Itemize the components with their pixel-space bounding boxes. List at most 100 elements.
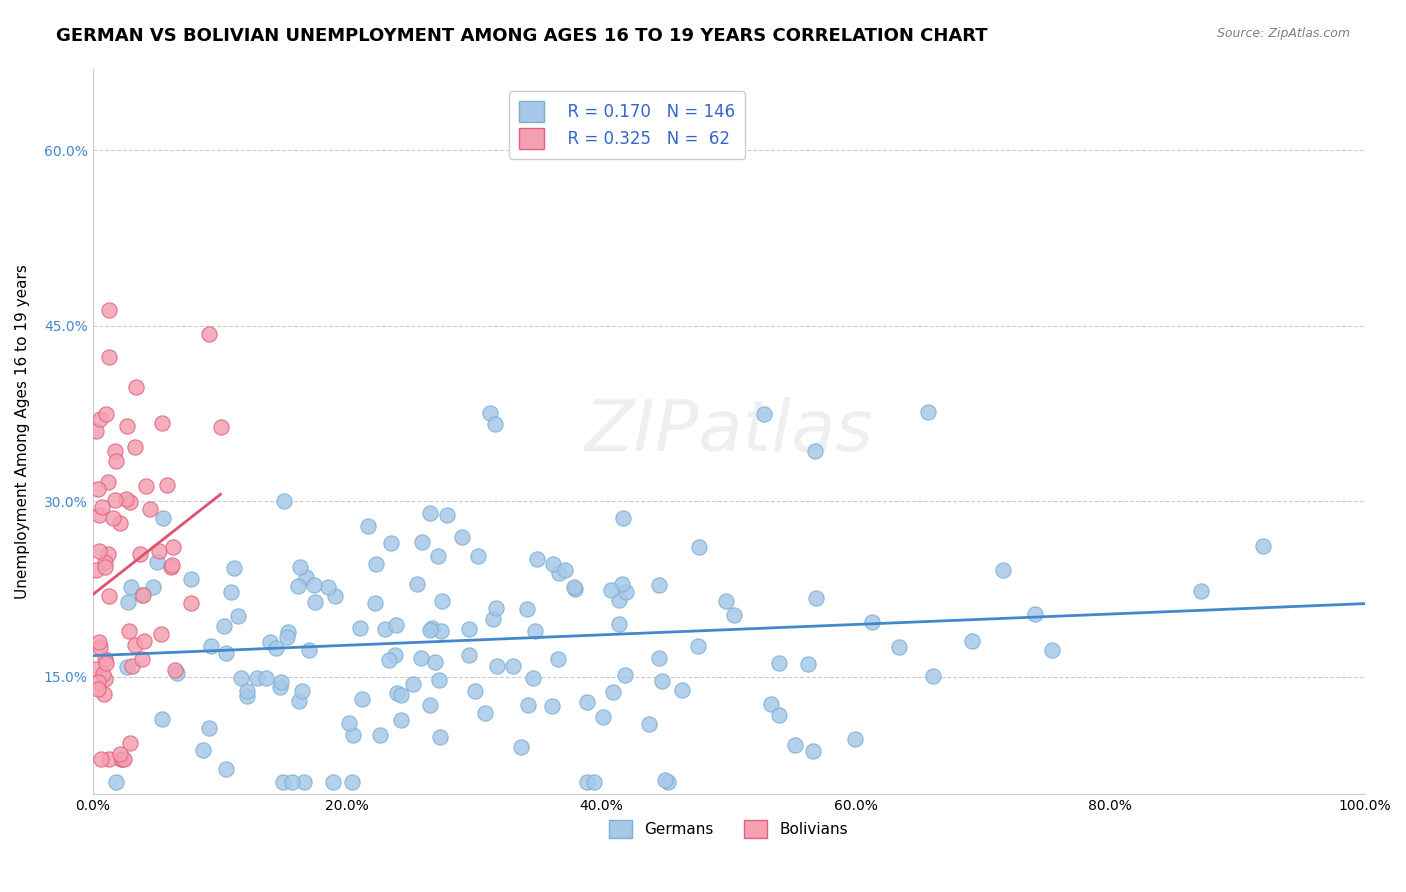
Germans <box>150 712 173 726</box>
Bolivians <box>180 596 202 610</box>
Germans <box>419 506 441 520</box>
Bolivians <box>124 380 146 394</box>
Germans <box>614 584 637 599</box>
Germans <box>352 692 374 706</box>
Germans <box>806 591 828 606</box>
Germans <box>357 519 380 533</box>
Bolivians <box>156 478 179 492</box>
Bolivians <box>162 558 184 572</box>
Germans <box>723 607 745 622</box>
Germans <box>427 549 450 564</box>
Germans <box>564 582 586 597</box>
Germans <box>191 743 214 757</box>
Bolivians <box>108 747 131 761</box>
Bolivians <box>104 493 127 508</box>
Germans <box>145 555 167 569</box>
Germans <box>607 593 630 607</box>
Germans <box>236 689 259 703</box>
Germans <box>458 648 481 663</box>
Text: ZIPatlas: ZIPatlas <box>583 397 873 466</box>
Germans <box>612 511 634 525</box>
Germans <box>575 775 598 789</box>
Germans <box>337 716 360 731</box>
Germans <box>423 655 446 669</box>
Bolivians <box>94 652 117 666</box>
Bolivians <box>84 562 107 576</box>
Germans <box>419 698 441 712</box>
Bolivians <box>87 635 110 649</box>
Germans <box>364 595 387 609</box>
Germans <box>599 582 621 597</box>
Germans <box>607 617 630 632</box>
Germans <box>526 552 548 566</box>
Bolivians <box>97 548 120 562</box>
Germans <box>479 406 502 420</box>
Germans <box>962 634 984 648</box>
Germans <box>430 624 453 638</box>
Germans <box>562 580 585 594</box>
Germans <box>266 640 288 655</box>
Germans <box>411 534 433 549</box>
Germans <box>340 775 363 789</box>
Germans <box>384 648 406 662</box>
Germans <box>464 684 486 698</box>
Bolivians <box>105 454 128 468</box>
Germans <box>318 580 340 594</box>
Bolivians <box>121 658 143 673</box>
Bolivians <box>103 511 125 525</box>
Germans <box>510 740 533 755</box>
Germans <box>516 602 538 616</box>
Bolivians <box>115 419 138 434</box>
Germans <box>152 510 174 524</box>
Germans <box>714 594 737 608</box>
Bolivians <box>89 640 111 654</box>
Germans <box>419 624 441 638</box>
Germans <box>657 775 679 789</box>
Germans <box>304 595 326 609</box>
Germans <box>427 673 450 687</box>
Bolivians <box>89 411 111 425</box>
Germans <box>1040 643 1063 657</box>
Bolivians <box>97 350 120 364</box>
Germans <box>860 615 883 629</box>
Bolivians <box>96 657 118 671</box>
Germans <box>374 622 396 636</box>
Germans <box>612 576 634 591</box>
Germans <box>409 651 432 665</box>
Bolivians <box>197 326 219 341</box>
Germans <box>502 658 524 673</box>
Germans <box>485 600 508 615</box>
Germans <box>637 716 659 731</box>
Germans <box>229 671 252 685</box>
Bolivians <box>94 407 117 421</box>
Germans <box>291 683 314 698</box>
Germans <box>484 417 506 432</box>
Germans <box>117 659 139 673</box>
Germans <box>651 673 673 688</box>
Germans <box>215 646 238 660</box>
Bolivians <box>209 420 232 434</box>
Germans <box>648 578 671 592</box>
Germans <box>474 706 496 721</box>
Legend: Germans, Bolivians: Germans, Bolivians <box>603 814 855 845</box>
Germans <box>797 657 820 671</box>
Germans <box>422 621 444 635</box>
Germans <box>226 609 249 624</box>
Germans <box>922 669 945 683</box>
Germans <box>917 404 939 418</box>
Germans <box>276 631 298 645</box>
Germans <box>368 729 391 743</box>
Germans <box>436 508 458 522</box>
Germans <box>389 714 412 728</box>
Germans <box>648 651 671 665</box>
Bolivians <box>98 752 121 766</box>
Bolivians <box>84 424 107 438</box>
Germans <box>592 709 614 723</box>
Bolivians <box>97 590 120 604</box>
Y-axis label: Unemployment Among Ages 16 to 19 years: Unemployment Among Ages 16 to 19 years <box>15 264 30 599</box>
Germans <box>277 625 299 640</box>
Bolivians <box>120 495 142 509</box>
Bolivians <box>108 516 131 531</box>
Bolivians <box>160 559 183 574</box>
Germans <box>236 683 259 698</box>
